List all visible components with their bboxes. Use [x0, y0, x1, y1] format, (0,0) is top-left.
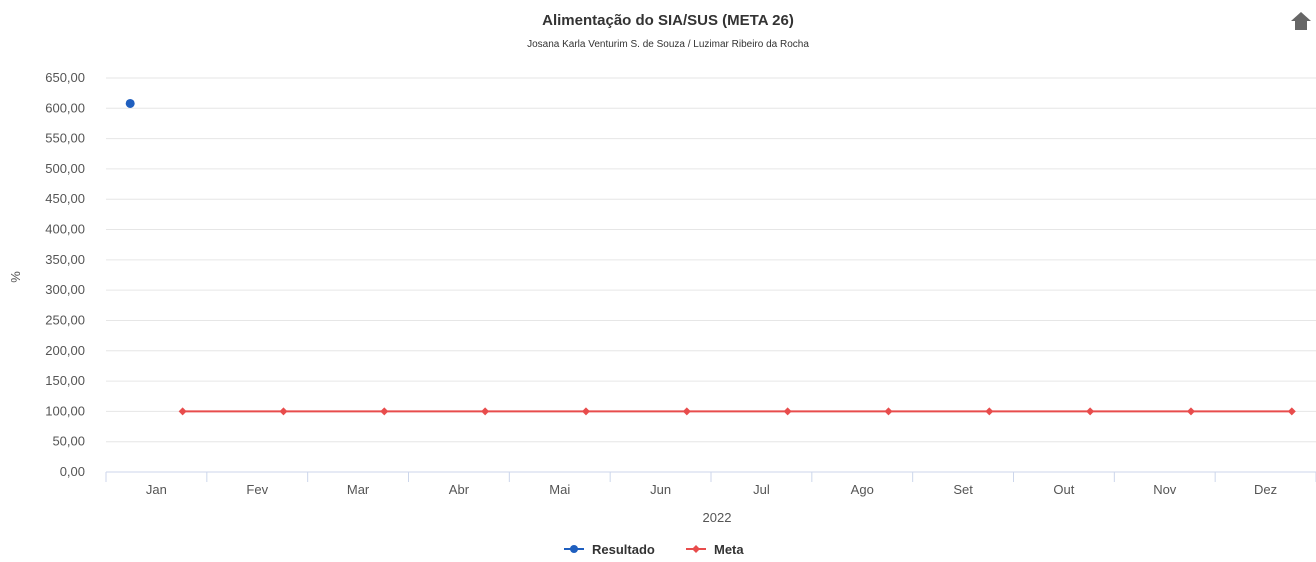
y-tick-label: 650,00 — [45, 70, 85, 85]
legend-label: Resultado — [592, 542, 655, 557]
data-point — [178, 407, 187, 416]
chart-subtitle: Josana Karla Venturim S. de Souza / Luzi… — [527, 39, 809, 50]
x-axis: Jan Fev Mar Abr Mai Jun Jul Ago Set Out Nov Dez — [105, 471, 1316, 497]
y-tick-label: 550,00 — [45, 131, 85, 146]
x-tick-label: Dez — [1254, 482, 1277, 497]
x-tick-label: Ago — [851, 482, 874, 497]
y-tick-label: 500,00 — [45, 161, 85, 176]
x-tick-label: Mai — [549, 482, 570, 497]
data-point — [985, 407, 994, 416]
data-point — [1287, 407, 1296, 416]
x-tick-label: Out — [1053, 482, 1074, 497]
data-point — [682, 407, 691, 416]
y-tick-label: 150,00 — [45, 373, 85, 388]
series-resultado — [125, 98, 135, 108]
data-point — [1186, 407, 1195, 416]
home-icon[interactable] — [1291, 12, 1311, 30]
y-tick-label: 250,00 — [45, 312, 85, 327]
x-tick-label: Jan — [146, 482, 167, 497]
x-tick-label: Abr — [449, 482, 470, 497]
data-point — [380, 407, 389, 416]
legend: Resultado Meta — [564, 542, 744, 557]
x-tick-label: Mar — [347, 482, 370, 497]
y-tick-label: 350,00 — [45, 252, 85, 267]
data-point — [783, 407, 792, 416]
x-tick-label: Set — [953, 482, 973, 497]
y-tick-label: 300,00 — [45, 282, 85, 297]
legend-item-resultado[interactable]: Resultado — [564, 542, 655, 557]
y-axis-ticks: 0,00 50,00 100,00 150,00 200,00 250,00 300,00 3… — [45, 70, 85, 479]
legend-marker — [570, 545, 578, 553]
grid-lines — [106, 77, 1316, 443]
y-tick-label: 600,00 — [45, 100, 85, 115]
y-tick-label: 400,00 — [45, 222, 85, 237]
series-layer — [125, 98, 1296, 416]
data-point — [279, 407, 288, 416]
chart-title: Alimentação do SIA/SUS (META 26) — [542, 12, 794, 29]
y-axis-title: % — [8, 271, 23, 283]
x-tick-label: Fev — [246, 482, 268, 497]
data-point — [1086, 407, 1095, 416]
y-tick-label: 200,00 — [45, 343, 85, 358]
x-tick-label: Jun — [650, 482, 671, 497]
data-point — [581, 407, 590, 416]
legend-label: Meta — [714, 542, 744, 557]
y-tick-label: 0,00 — [60, 464, 85, 479]
legend-marker — [692, 545, 700, 553]
data-point — [884, 407, 893, 416]
data-point — [125, 98, 135, 108]
x-tick-label: Jul — [753, 482, 770, 497]
data-point — [481, 407, 490, 416]
legend-item-meta[interactable]: Meta — [686, 542, 744, 557]
x-axis-title: 2022 — [703, 510, 732, 525]
x-tick-label: Nov — [1153, 482, 1177, 497]
series-meta — [178, 407, 1296, 416]
y-tick-label: 100,00 — [45, 403, 85, 418]
y-tick-label: 50,00 — [52, 434, 85, 449]
y-tick-label: 450,00 — [45, 191, 85, 206]
